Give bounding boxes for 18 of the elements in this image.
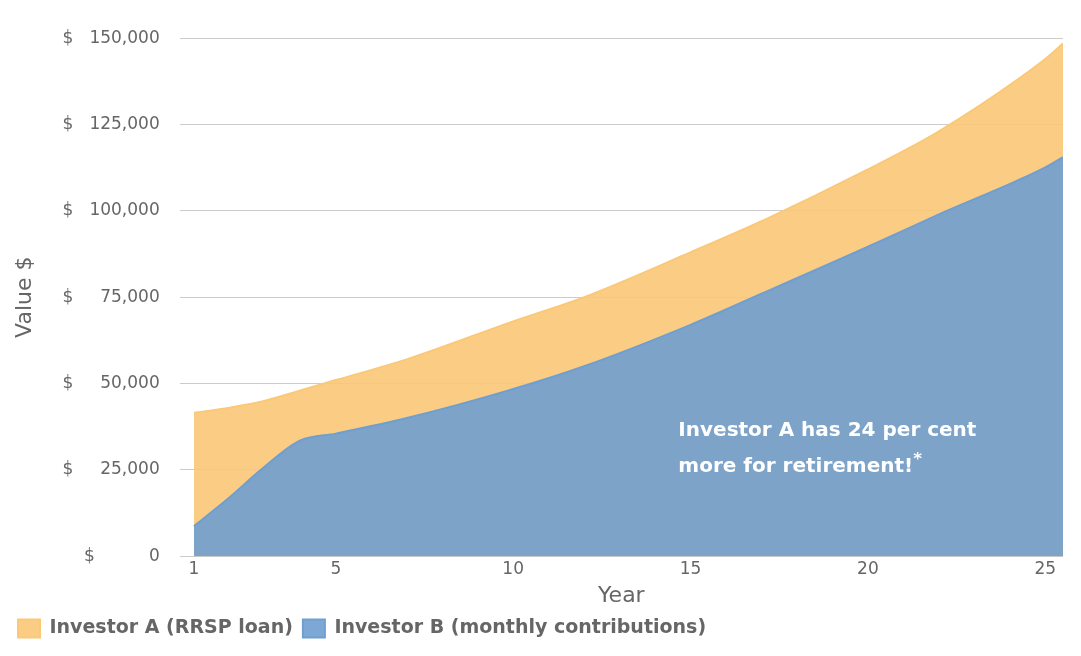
y-axis-title: Value $ <box>10 256 36 338</box>
legend-label: Investor B (monthly contributions) <box>334 615 707 638</box>
y-tick-label: $ 100,000 <box>62 199 160 220</box>
x-tick-label: 20 <box>857 557 879 578</box>
x-tick-label: 1 <box>188 557 200 578</box>
x-tick-label: 10 <box>502 557 524 578</box>
y-tick-label: $ 125,000 <box>62 112 160 133</box>
x-tick-label: 25 <box>1034 557 1057 578</box>
legend-label: Investor A (RRSP loan) <box>49 615 293 638</box>
y-tick-label: $ 150,000 <box>62 26 160 47</box>
y-tick-label: $ 75,000 <box>62 285 160 306</box>
y-tick-label: $ 25,000 <box>62 458 160 479</box>
annotation: Investor A has 24 per cent more for retirement!$^{*}$ <box>678 416 978 480</box>
x-axis-title: Year <box>597 581 646 607</box>
x-tick-label: 15 <box>679 557 702 578</box>
y-tick-label: $ 50,000 <box>62 371 160 392</box>
y-tick-label: $ 0 <box>84 544 160 565</box>
x-tick-label: 5 <box>330 557 342 578</box>
